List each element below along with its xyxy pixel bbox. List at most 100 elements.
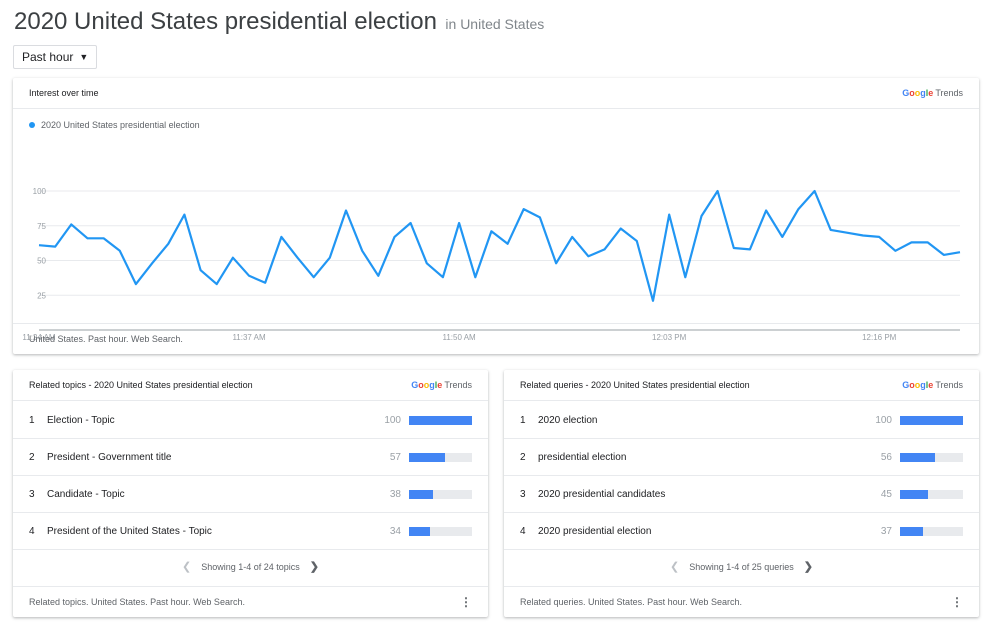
data-point[interactable]	[85, 236, 89, 240]
chevron-right-icon[interactable]: ❯	[309, 561, 319, 573]
data-point[interactable]	[182, 213, 186, 217]
data-point[interactable]	[215, 282, 219, 286]
data-point[interactable]	[344, 208, 348, 212]
value-bar	[900, 489, 963, 499]
data-point[interactable]	[409, 221, 413, 225]
data-point[interactable]	[570, 235, 574, 239]
item-value: 100	[384, 414, 401, 426]
data-point[interactable]	[376, 274, 380, 278]
data-point[interactable]	[425, 261, 429, 265]
data-point[interactable]	[150, 261, 154, 265]
value-bar-fill	[900, 489, 929, 499]
data-point[interactable]	[845, 231, 849, 235]
data-point[interactable]	[651, 299, 655, 303]
data-point[interactable]	[166, 242, 170, 246]
data-point[interactable]	[263, 281, 267, 285]
item-name[interactable]: President of the United States - Topic	[47, 525, 212, 537]
data-point[interactable]	[506, 242, 510, 246]
data-point[interactable]	[699, 214, 703, 218]
list-item[interactable]: 2 presidential election 56	[504, 439, 979, 476]
data-point[interactable]	[796, 207, 800, 211]
item-name[interactable]: 2020 presidential election	[538, 525, 652, 537]
series-line[interactable]	[38, 189, 961, 302]
more-vert-icon[interactable]: ⋮	[460, 595, 472, 609]
data-point[interactable]	[489, 229, 493, 233]
item-name[interactable]: President - Government title	[47, 451, 172, 463]
y-tick-label: 25	[37, 291, 46, 300]
data-point[interactable]	[586, 254, 590, 258]
list-item[interactable]: 2 President - Government title 57	[13, 439, 488, 476]
list-item[interactable]: 1 2020 election 100	[504, 402, 979, 439]
data-point[interactable]	[296, 256, 300, 260]
interest-line-chart[interactable]: 100 75 50 25 11:24 AM 11:37 AM 11:50 AM 12:03 P…	[13, 156, 979, 354]
data-point[interactable]	[102, 236, 106, 240]
data-point[interactable]	[53, 245, 57, 249]
data-point[interactable]	[457, 221, 461, 225]
data-point[interactable]	[69, 222, 73, 226]
item-rank: 3	[520, 488, 526, 500]
data-point[interactable]	[958, 250, 962, 254]
item-rank: 4	[520, 525, 526, 537]
related-queries-header: Related queries - 2020 United States pre…	[504, 370, 979, 401]
data-point[interactable]	[328, 256, 332, 260]
search-term-title: 2020 United States presidential election	[14, 8, 437, 35]
data-point[interactable]	[877, 235, 881, 239]
data-point[interactable]	[635, 239, 639, 243]
item-name[interactable]: 2020 presidential candidates	[538, 488, 666, 500]
data-point[interactable]	[134, 282, 138, 286]
data-point[interactable]	[683, 275, 687, 279]
data-point[interactable]	[813, 189, 817, 193]
data-point[interactable]	[554, 261, 558, 265]
list-item[interactable]: 4 2020 presidential election 37	[504, 513, 979, 550]
list-item[interactable]: 3 2020 presidential candidates 45	[504, 476, 979, 513]
data-point[interactable]	[392, 235, 396, 239]
data-point[interactable]	[603, 247, 607, 251]
data-point[interactable]	[748, 247, 752, 251]
data-point[interactable]	[910, 240, 914, 244]
list-item[interactable]: 3 Candidate - Topic 38	[13, 476, 488, 513]
data-point[interactable]	[199, 268, 203, 272]
data-point[interactable]	[780, 235, 784, 239]
data-point[interactable]	[764, 208, 768, 212]
pager-text: Showing 1-4 of 25 queries	[689, 561, 794, 572]
data-point[interactable]	[861, 233, 865, 237]
data-point[interactable]	[893, 249, 897, 253]
data-point[interactable]	[360, 249, 364, 253]
data-point[interactable]	[619, 227, 623, 231]
value-bar	[900, 526, 963, 536]
related-topics-header: Related topics - 2020 United States pres…	[13, 370, 488, 401]
list-item[interactable]: 1 Election - Topic 100	[13, 402, 488, 439]
data-point[interactable]	[279, 235, 283, 239]
geo-label: in United States	[445, 16, 545, 32]
y-tick-label: 100	[33, 187, 47, 196]
more-vert-icon[interactable]: ⋮	[951, 595, 963, 609]
data-point[interactable]	[522, 207, 526, 211]
item-name[interactable]: Election - Topic	[47, 414, 115, 426]
data-point[interactable]	[667, 213, 671, 217]
data-point[interactable]	[926, 240, 930, 244]
data-point[interactable]	[441, 275, 445, 279]
data-point[interactable]	[716, 189, 720, 193]
chevron-left-icon[interactable]: ❮	[669, 561, 680, 573]
data-point[interactable]	[732, 246, 736, 250]
data-point[interactable]	[247, 274, 251, 278]
data-point[interactable]	[231, 256, 235, 260]
item-name[interactable]: Candidate - Topic	[47, 488, 125, 500]
chevron-right-icon[interactable]: ❯	[803, 561, 813, 573]
data-point[interactable]	[118, 249, 122, 253]
item-name[interactable]: presidential election	[538, 451, 627, 463]
item-name[interactable]: 2020 election	[538, 414, 598, 426]
item-rank: 4	[29, 525, 35, 537]
data-point[interactable]	[473, 275, 477, 279]
data-point[interactable]	[829, 228, 833, 232]
data-point[interactable]	[942, 253, 946, 257]
data-point[interactable]	[538, 215, 542, 219]
data-point[interactable]	[312, 275, 316, 279]
data-point[interactable]	[37, 243, 41, 247]
item-value: 45	[880, 488, 892, 500]
list-item[interactable]: 4 President of the United States - Topic…	[13, 513, 488, 550]
interest-card-title: Interest over time	[29, 88, 99, 98]
chevron-left-icon[interactable]: ❮	[182, 561, 192, 573]
item-value: 38	[389, 488, 401, 500]
time-range-select[interactable]: Past hour ▼	[13, 45, 98, 69]
